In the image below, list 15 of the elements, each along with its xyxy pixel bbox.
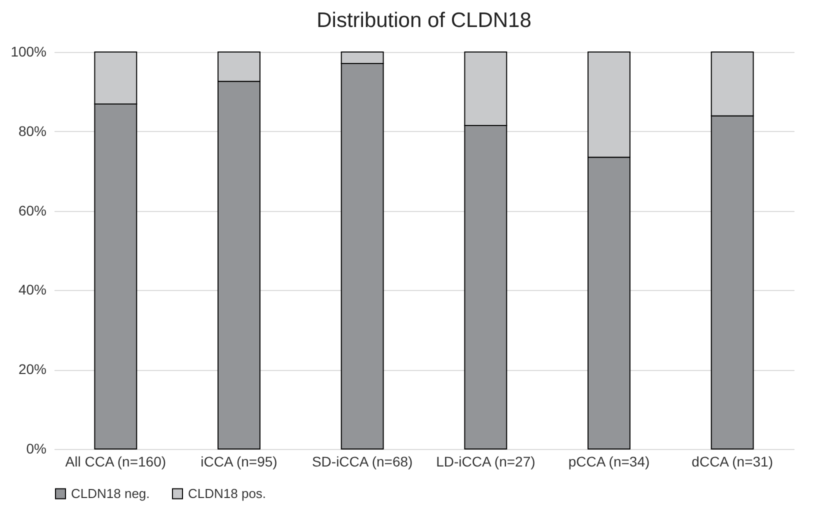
legend-label: CLDN18 pos. <box>188 486 266 501</box>
y-tick-label: 60% <box>18 202 46 218</box>
x-tick-label: SD-iCCA (n=68) <box>312 454 413 470</box>
x-tick-label: dCCA (n=31) <box>692 454 773 470</box>
x-tick-label: pCCA (n=34) <box>568 454 650 470</box>
x-tick-label: iCCA (n=95) <box>200 454 278 470</box>
y-tick-label: 100% <box>10 44 46 60</box>
y-tick-label: 80% <box>18 122 46 139</box>
y-tick-label: 0% <box>26 440 46 456</box>
x-tick-label: LD-iCCA (n=27) <box>436 454 536 470</box>
legend-label: CLDN18 neg. <box>71 486 150 501</box>
y-tick-label: 20% <box>18 361 46 378</box>
chart-title: Distribution of CLDN18 <box>316 9 532 32</box>
y-tick-label: 40% <box>18 282 46 298</box>
x-tick-label: All CCA (n=160) <box>65 454 166 470</box>
